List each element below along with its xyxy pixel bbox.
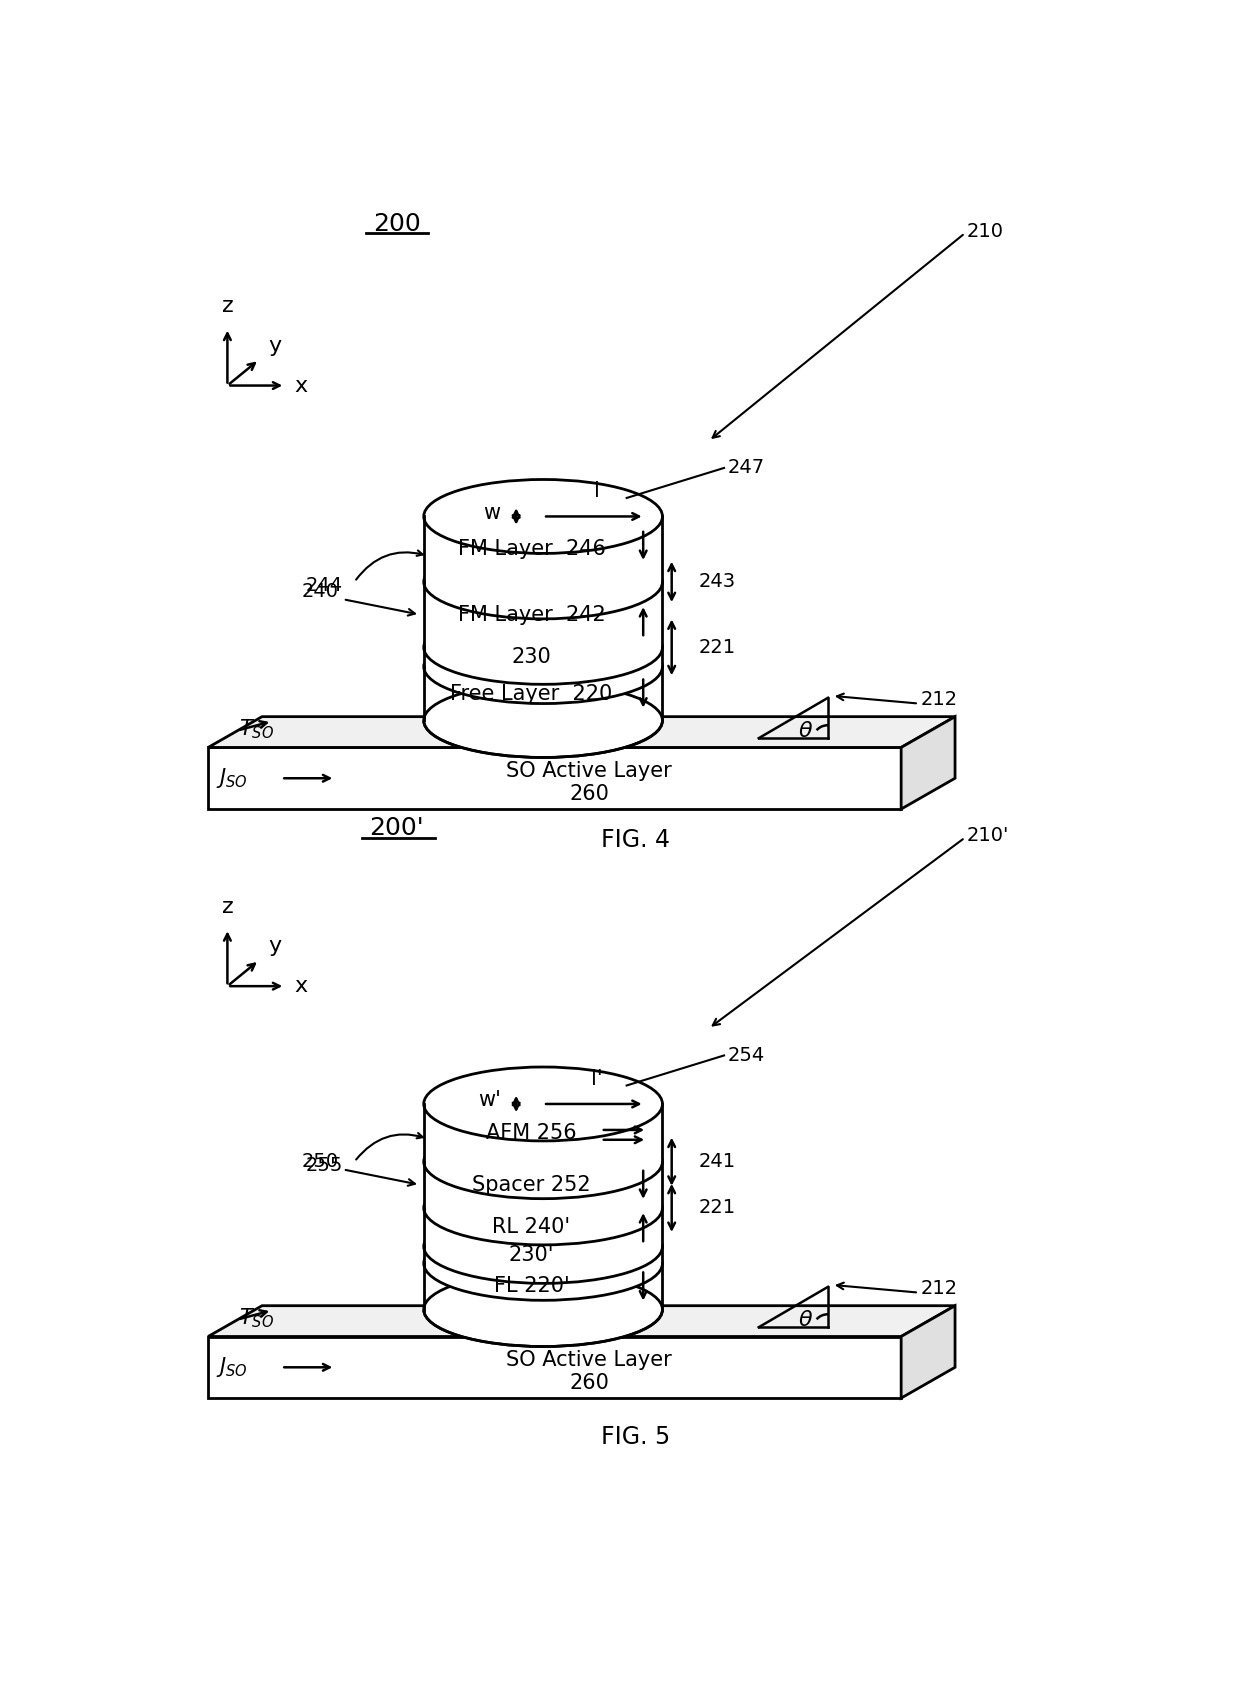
Polygon shape [208,1306,955,1337]
Text: w': w' [477,1089,501,1110]
Text: 244: 244 [306,576,343,595]
Polygon shape [424,648,662,667]
Polygon shape [424,1246,662,1263]
Ellipse shape [424,1209,662,1284]
Text: FL 220': FL 220' [494,1277,569,1296]
Text: y: y [268,336,281,356]
Text: AFM 256: AFM 256 [486,1124,577,1142]
Text: y: y [268,936,281,957]
Polygon shape [901,1306,955,1398]
Polygon shape [424,1263,662,1309]
Text: SO Active Layer: SO Active Layer [506,1350,672,1369]
Text: Free Layer  220: Free Layer 220 [450,684,613,704]
Polygon shape [208,747,901,810]
Polygon shape [424,581,662,648]
Text: z: z [222,897,233,917]
Text: w: w [484,503,501,523]
Polygon shape [208,716,955,747]
Polygon shape [901,716,955,810]
Text: 210': 210' [967,827,1009,846]
Text: $J_{SO}$: $J_{SO}$ [216,1355,248,1379]
Ellipse shape [424,479,662,554]
Text: RL 240': RL 240' [492,1217,570,1238]
Text: 200': 200' [370,817,424,841]
Polygon shape [424,1103,662,1161]
Ellipse shape [424,1171,662,1245]
Text: $T_{SO}$: $T_{SO}$ [239,718,274,740]
Polygon shape [424,667,662,721]
Text: Spacer 252: Spacer 252 [472,1175,591,1195]
Ellipse shape [424,1125,662,1199]
Text: 254: 254 [728,1045,765,1066]
Polygon shape [208,1337,901,1398]
Polygon shape [424,517,662,581]
Text: z: z [222,297,233,315]
Text: FM Layer  246: FM Layer 246 [458,539,605,559]
Text: 221: 221 [698,638,735,656]
Text: 230: 230 [512,646,552,667]
Text: 230': 230' [508,1245,554,1265]
Text: FM Layer  242: FM Layer 242 [458,605,605,624]
Text: FIG. 4: FIG. 4 [601,829,670,852]
Ellipse shape [424,629,662,704]
Text: x: x [294,977,308,996]
Text: $J_{SO}$: $J_{SO}$ [216,766,248,789]
Text: 240: 240 [303,581,339,602]
Text: FIG. 5: FIG. 5 [601,1425,670,1449]
Text: 260: 260 [569,784,609,803]
Ellipse shape [424,1067,662,1141]
Text: $\theta$: $\theta$ [799,1311,813,1330]
Text: SO Active Layer: SO Active Layer [506,760,672,781]
Ellipse shape [424,610,662,684]
Text: 210: 210 [967,222,1003,240]
Text: x: x [294,375,308,396]
Text: 260: 260 [569,1373,609,1393]
Text: 212: 212 [920,1279,957,1298]
Ellipse shape [424,1226,662,1301]
Ellipse shape [424,684,662,757]
Text: 243: 243 [698,573,735,592]
Polygon shape [424,1207,662,1246]
Text: $T_{SO}$: $T_{SO}$ [239,1306,274,1330]
Text: 247: 247 [728,459,765,477]
Text: $\theta$: $\theta$ [799,721,813,742]
Text: 250: 250 [301,1153,339,1171]
Ellipse shape [424,546,662,619]
Text: l': l' [591,1069,603,1088]
Text: 241: 241 [698,1153,735,1171]
Text: 255: 255 [305,1156,343,1175]
Text: 212: 212 [920,691,957,709]
Text: 200: 200 [373,211,420,235]
Text: l: l [594,481,600,501]
Polygon shape [424,1161,662,1207]
Ellipse shape [424,1272,662,1347]
Text: 221: 221 [698,1199,735,1217]
